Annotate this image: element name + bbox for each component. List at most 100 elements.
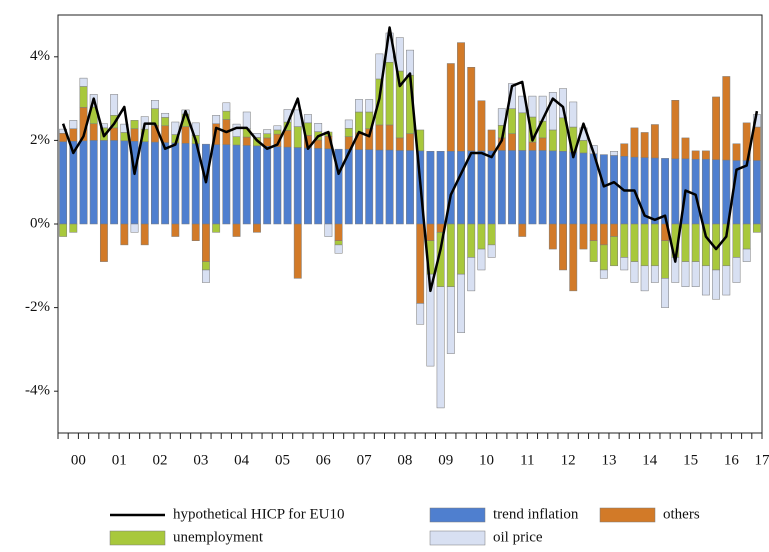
bar-segment — [223, 145, 230, 224]
bar-segment — [702, 159, 709, 224]
bar-segment — [651, 125, 658, 158]
bar-segment — [131, 129, 138, 142]
bar-segment — [417, 224, 424, 303]
bar-segment — [437, 151, 444, 224]
bar-segment — [529, 96, 536, 117]
bar-segment — [274, 147, 281, 224]
bar-segment — [121, 141, 128, 224]
legend-swatch — [600, 508, 655, 522]
bar-segment — [682, 224, 689, 262]
x-tick-label: 05 — [275, 452, 290, 468]
bar-segment — [661, 241, 668, 279]
x-tick-label: 11 — [520, 452, 534, 468]
bar-segment — [59, 142, 66, 224]
bar-segment — [610, 151, 617, 155]
x-tick-label: 17 — [755, 452, 769, 468]
bar-segment — [315, 123, 322, 131]
bar-segment — [212, 115, 219, 123]
bar-segment — [376, 150, 383, 224]
bar-segment — [355, 150, 362, 224]
bar-segment — [110, 128, 117, 141]
x-tick-label: 07 — [357, 452, 373, 468]
bar-segment — [427, 151, 434, 224]
bar-segment — [610, 237, 617, 266]
bar-segment — [712, 160, 719, 224]
bar-segment — [743, 160, 750, 224]
bar-segment — [682, 262, 689, 287]
bar-segment — [661, 278, 668, 307]
bar-segment — [692, 224, 699, 262]
bar-segment — [263, 146, 270, 224]
bar-segment — [468, 67, 475, 151]
bar-segment — [253, 224, 260, 232]
bar-segment — [110, 140, 117, 224]
x-tick-label: 02 — [153, 452, 168, 468]
bar-segment — [294, 148, 301, 224]
bar-segment — [600, 224, 607, 245]
bar-segment — [406, 134, 413, 151]
bar-segment — [274, 130, 281, 134]
bar-segment — [570, 152, 577, 224]
bar-segment — [172, 224, 179, 237]
bar-segment — [121, 132, 128, 140]
bar-segment — [202, 270, 209, 283]
bar-segment — [131, 224, 138, 232]
bar-segment — [151, 142, 158, 224]
bar-segment — [315, 148, 322, 224]
bar-segment — [733, 144, 740, 161]
bar-segment — [182, 143, 189, 224]
x-tick-label: 10 — [479, 452, 494, 468]
bar-segment — [610, 224, 617, 237]
bar-segment — [519, 113, 526, 151]
bar-segment — [468, 257, 475, 290]
bar-segment — [212, 224, 219, 232]
bar-segment — [366, 99, 373, 112]
bar-segment — [478, 151, 485, 224]
bar-segment — [631, 224, 638, 262]
bar-segment — [447, 224, 454, 287]
bar-segment — [223, 111, 230, 119]
y-tick-label: 4% — [30, 48, 50, 64]
bar-segment — [488, 130, 495, 151]
bar-segment — [161, 113, 168, 117]
bar-segment — [753, 224, 760, 232]
bar-segment — [141, 142, 148, 224]
bar-segment — [712, 97, 719, 160]
bar-segment — [406, 150, 413, 224]
bar-segment — [325, 149, 332, 224]
bar-segment — [549, 130, 556, 151]
x-tick-label: 16 — [724, 452, 740, 468]
bar-segment — [386, 150, 393, 224]
bar-segment — [733, 224, 740, 257]
bar-segment — [549, 151, 556, 224]
bar-segment — [161, 142, 168, 224]
bar-segment — [753, 127, 760, 160]
bar-segment — [519, 224, 526, 237]
bar-segment — [131, 120, 138, 128]
bar-segment — [294, 224, 301, 278]
bar-segment — [345, 128, 352, 136]
bar-segment — [406, 50, 413, 75]
x-tick-label: 01 — [112, 452, 127, 468]
bar-segment — [263, 138, 270, 146]
bar-segment — [529, 150, 536, 224]
bar-segment — [304, 148, 311, 224]
bar-segment — [702, 151, 709, 159]
bar-segment — [610, 155, 617, 224]
legend-swatch — [430, 508, 485, 522]
bar-segment — [570, 102, 577, 127]
x-tick-label: 04 — [234, 452, 250, 468]
x-tick-label: 06 — [316, 452, 332, 468]
bar-segment — [396, 138, 403, 151]
bar-segment — [427, 224, 434, 241]
bar-segment — [621, 224, 628, 257]
bar-segment — [447, 63, 454, 151]
bar-segment — [478, 249, 485, 270]
legend-label: trend inflation — [493, 506, 579, 522]
bar-segment — [559, 224, 566, 270]
bar-segment — [498, 150, 505, 224]
bar-segment — [590, 241, 597, 262]
x-tick-label: 14 — [642, 452, 658, 468]
bar-segment — [192, 224, 199, 241]
